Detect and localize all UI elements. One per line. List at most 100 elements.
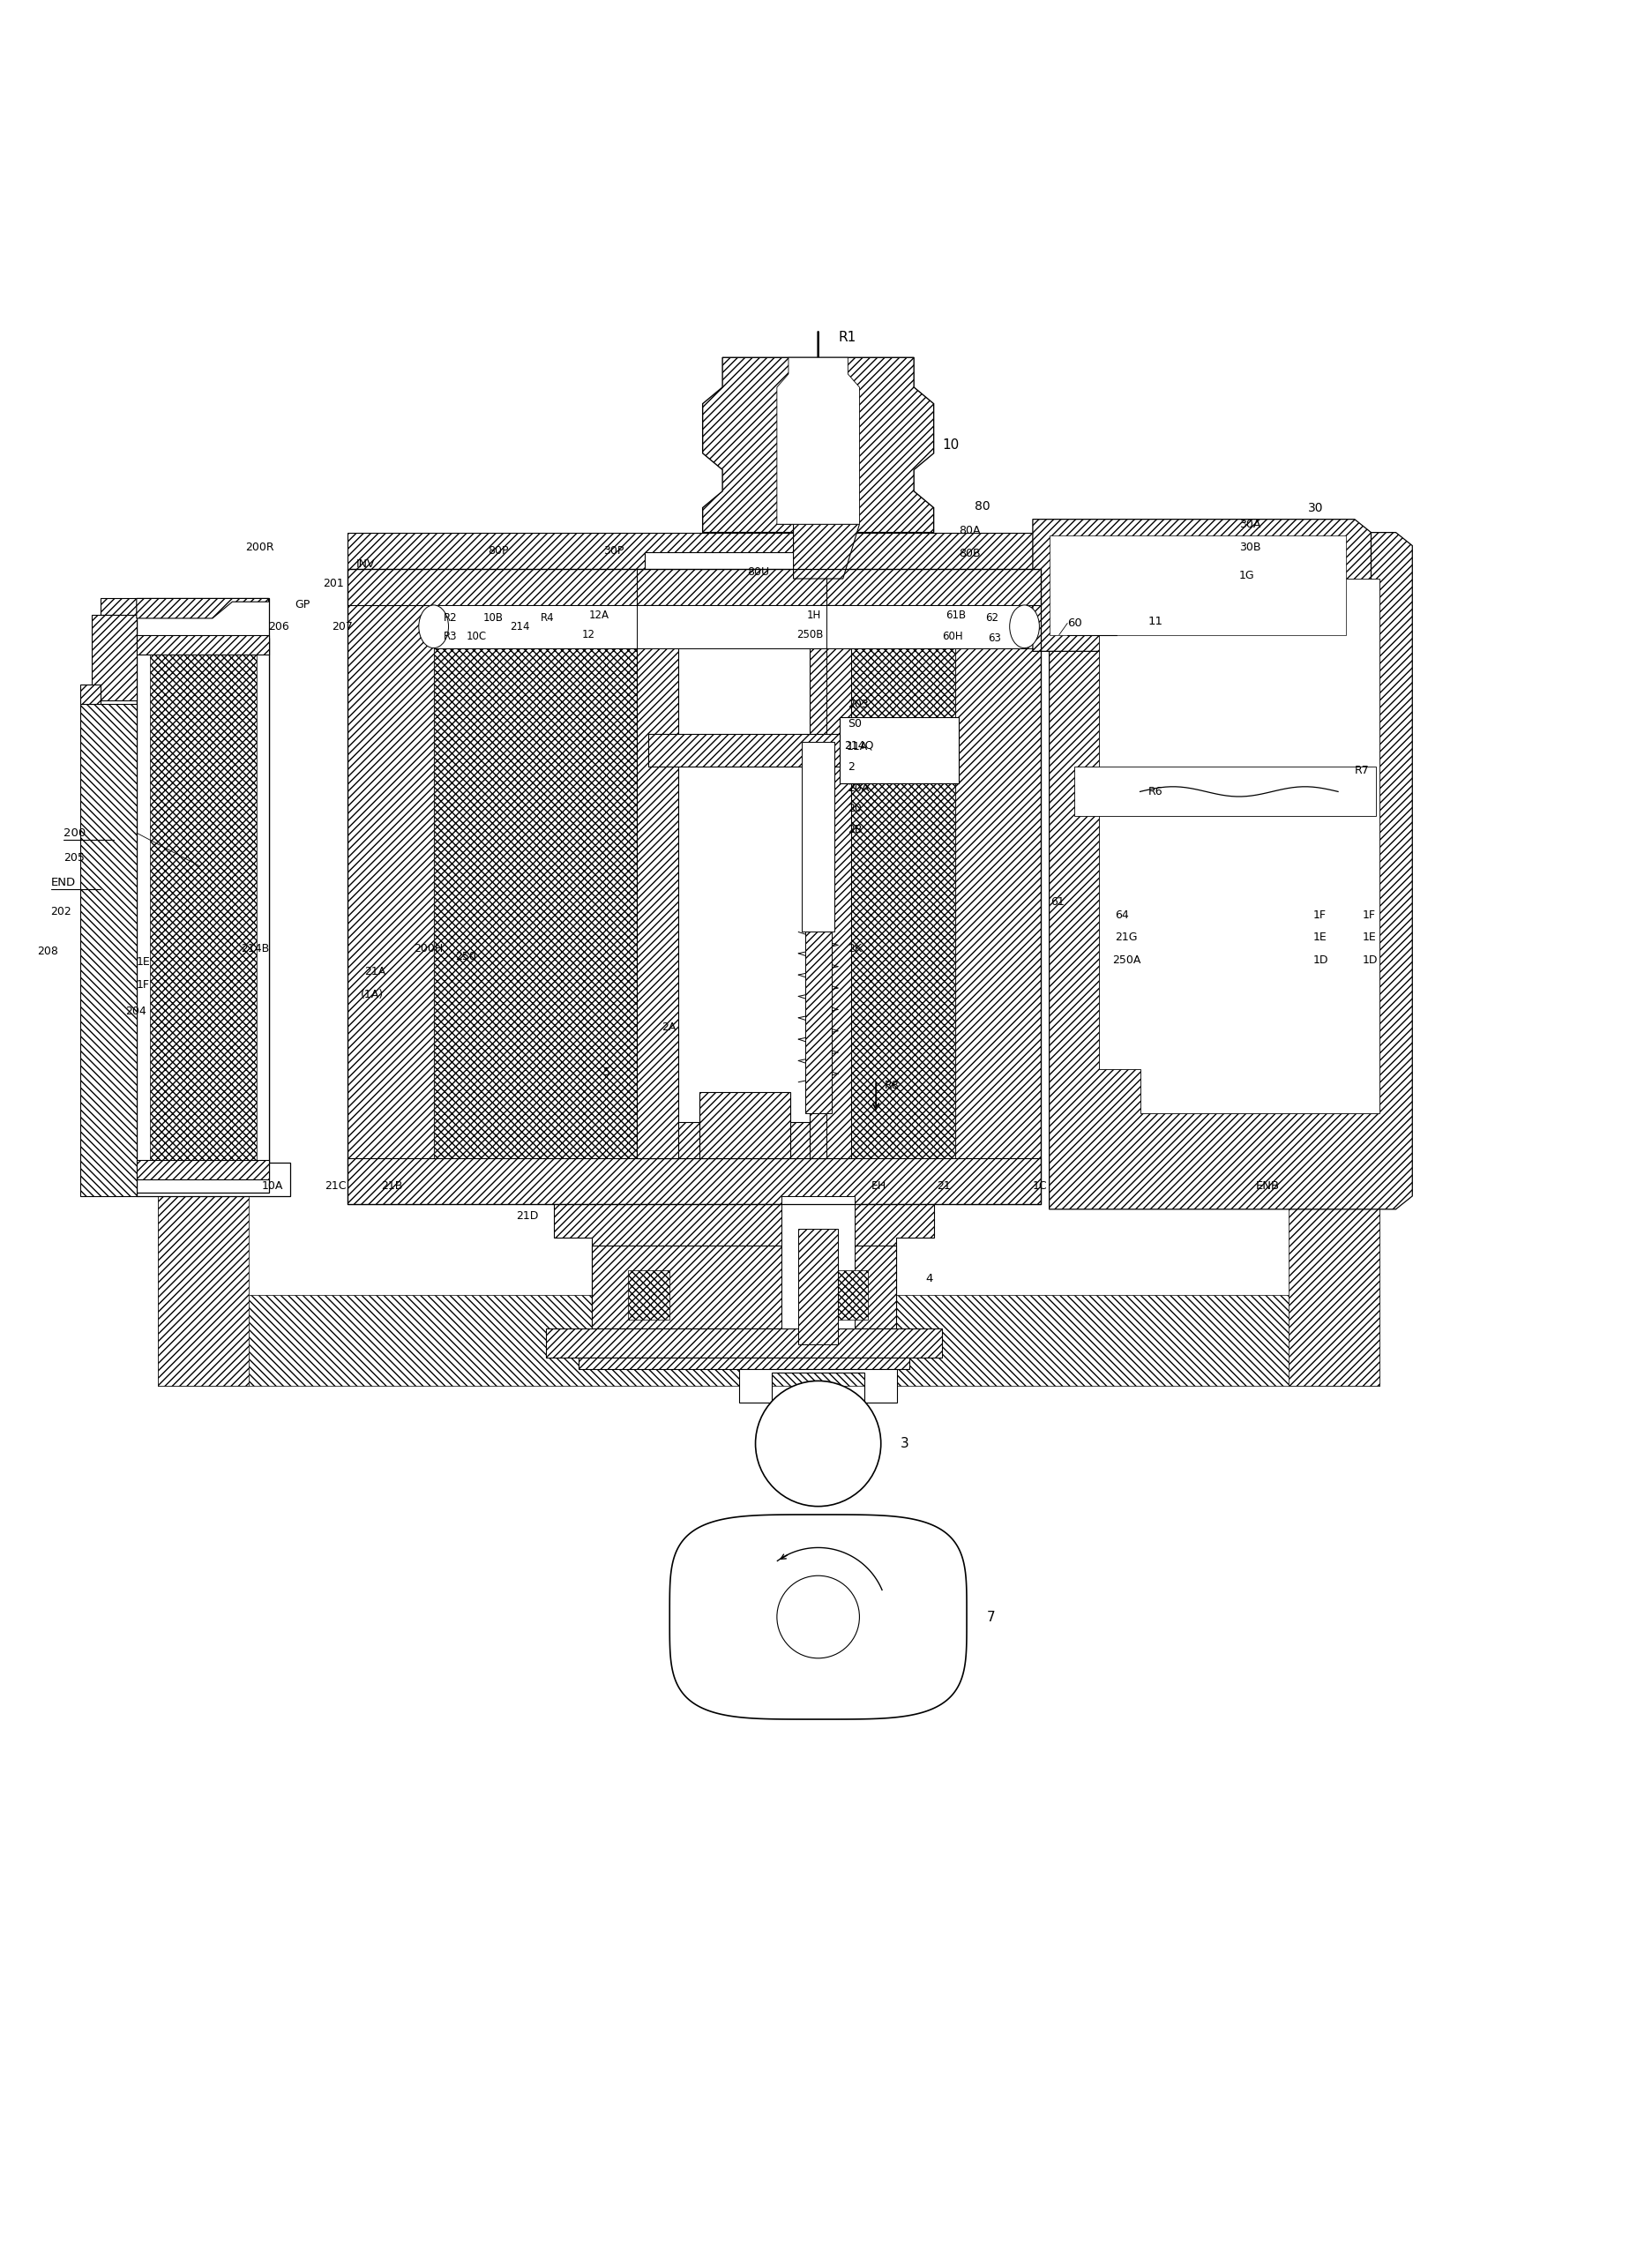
Text: 214: 214 [509, 622, 529, 633]
Text: 30B: 30B [1239, 542, 1260, 554]
Text: INV: INV [355, 558, 375, 570]
Circle shape [755, 1381, 881, 1507]
Text: 200H: 200H [413, 942, 443, 954]
Text: 2B: 2B [847, 825, 862, 836]
Text: 80: 80 [975, 499, 990, 513]
Bar [433, 606, 636, 1157]
Polygon shape [433, 606, 1024, 649]
Text: 62: 62 [985, 612, 998, 624]
Text: 80P: 80P [487, 545, 509, 556]
Bar [839, 716, 958, 784]
Bar [636, 570, 826, 606]
Text: 21C: 21C [324, 1180, 347, 1191]
Text: 1F: 1F [137, 979, 150, 990]
Polygon shape [1032, 520, 1371, 651]
Polygon shape [93, 615, 137, 701]
Text: ENB: ENB [1256, 1180, 1279, 1191]
Bar [798, 1229, 838, 1345]
Text: 206: 206 [269, 622, 289, 633]
Bar [781, 1196, 854, 1329]
Text: 214B: 214B [241, 942, 269, 954]
Polygon shape [347, 533, 1032, 570]
Bar [347, 570, 433, 1205]
Text: 60: 60 [1067, 617, 1082, 628]
Text: R3: R3 [443, 631, 458, 642]
Text: 11A: 11A [846, 741, 867, 753]
Text: 2K: 2K [847, 942, 862, 954]
Text: 61: 61 [1051, 897, 1064, 909]
Polygon shape [81, 705, 137, 1196]
Text: 208: 208 [38, 947, 58, 958]
Text: 250B: 250B [796, 628, 823, 640]
Text: 203: 203 [847, 698, 869, 710]
Bar [591, 1245, 895, 1329]
Polygon shape [669, 1514, 966, 1720]
Text: (1A): (1A) [360, 990, 383, 1001]
Polygon shape [81, 685, 101, 705]
Text: R6: R6 [1148, 786, 1163, 798]
Polygon shape [137, 599, 269, 619]
Polygon shape [101, 599, 137, 637]
Text: 3: 3 [900, 1437, 909, 1451]
Text: 2: 2 [847, 762, 854, 773]
Text: R1: R1 [838, 330, 856, 344]
Bar [699, 1092, 790, 1157]
Text: 250A: 250A [1112, 954, 1140, 965]
Text: 1F: 1F [1313, 911, 1327, 922]
Text: 250: 250 [454, 951, 476, 963]
Text: GP: GP [294, 599, 311, 610]
Text: 1C: 1C [1032, 1180, 1047, 1191]
Bar [1289, 1196, 1379, 1385]
Text: 205: 205 [64, 852, 84, 863]
Bar [636, 1121, 826, 1157]
Bar [159, 1046, 249, 1196]
Text: 21A: 21A [363, 965, 385, 976]
Bar [955, 570, 1041, 1205]
Polygon shape [1074, 766, 1376, 816]
Bar [347, 1157, 1041, 1205]
Text: 1G: 1G [1239, 570, 1254, 581]
Text: 21: 21 [937, 1180, 950, 1191]
Polygon shape [702, 357, 933, 533]
Text: 200R: 200R [246, 542, 274, 554]
Text: R8: R8 [884, 1080, 899, 1092]
Bar [636, 606, 677, 1157]
Text: 80A: 80A [958, 524, 980, 536]
Bar [150, 655, 258, 1180]
Text: 1D: 1D [1363, 954, 1378, 965]
Text: 60H: 60H [942, 631, 963, 642]
Bar [826, 1270, 867, 1320]
Text: 1E: 1E [1313, 931, 1327, 942]
Text: 4: 4 [925, 1272, 932, 1284]
Text: 10: 10 [942, 438, 958, 452]
Polygon shape [1049, 536, 1346, 635]
Text: 20: 20 [847, 802, 861, 814]
Text: END: END [51, 877, 76, 888]
Text: 202: 202 [51, 906, 71, 918]
Text: 61B: 61B [945, 610, 965, 622]
Text: 201: 201 [322, 579, 344, 590]
Text: 10C: 10C [466, 631, 487, 642]
Bar [347, 570, 1041, 606]
Text: 11: 11 [1148, 617, 1163, 628]
Bar [826, 606, 955, 1157]
Polygon shape [738, 1370, 897, 1403]
Polygon shape [137, 599, 289, 1196]
Bar [1289, 1046, 1379, 1196]
Polygon shape [553, 1205, 933, 1311]
Bar [648, 734, 839, 766]
Text: 21G: 21G [1115, 931, 1137, 942]
Text: 1E: 1E [137, 956, 150, 967]
Bar [809, 606, 851, 1157]
Text: 5: 5 [603, 1067, 610, 1078]
Text: 80B: 80B [958, 549, 980, 560]
Polygon shape [137, 637, 269, 1193]
Circle shape [776, 1575, 859, 1659]
Polygon shape [1049, 533, 1411, 1209]
Text: 207: 207 [330, 622, 352, 633]
Text: 214Q: 214Q [844, 739, 874, 750]
Ellipse shape [1009, 606, 1039, 649]
Bar [628, 1270, 669, 1320]
Text: 2A: 2A [661, 1022, 676, 1033]
Bar [805, 931, 831, 1114]
